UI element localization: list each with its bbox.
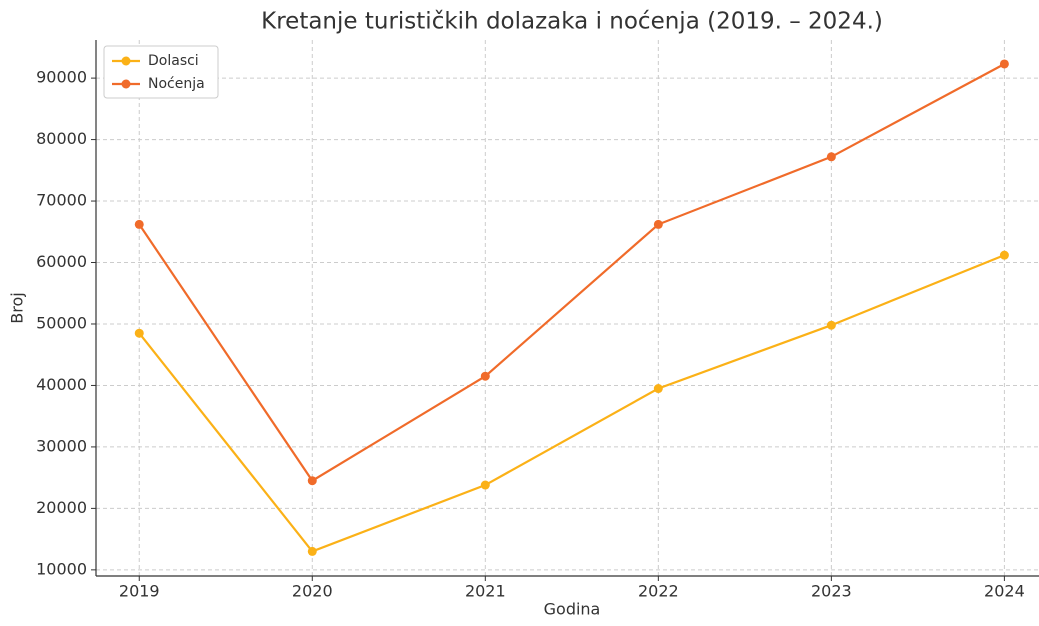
x-tick-label: 2022 (638, 582, 679, 601)
legend: Dolasci Noćenja (103, 45, 219, 99)
x-axis-label: Godina (544, 600, 601, 619)
data-point (480, 480, 490, 490)
data-point (653, 384, 663, 394)
x-tick-label: 2021 (465, 582, 506, 601)
chart-title: Kretanje turističkih dolazaka i noćenja … (261, 9, 883, 35)
y-axis-label: Broj (8, 292, 27, 323)
y-tick-label: 40000 (36, 375, 87, 394)
y-tick-label: 60000 (36, 252, 87, 271)
x-tick-label: 2023 (811, 582, 852, 601)
y-tick-label: 90000 (36, 68, 87, 87)
legend-marker (121, 56, 131, 66)
y-tick-label: 20000 (36, 498, 87, 517)
y-tick-label: 50000 (36, 313, 87, 332)
data-point (826, 320, 836, 330)
data-point (307, 476, 317, 486)
data-point (826, 152, 836, 162)
x-tick-label: 2024 (984, 582, 1025, 601)
legend-label: Dolasci (148, 53, 199, 69)
y-tick-label: 30000 (36, 436, 87, 455)
y-tick-label: 70000 (36, 191, 87, 210)
data-point (480, 371, 490, 381)
data-point (999, 59, 1009, 69)
y-tick-label: 80000 (36, 129, 87, 148)
series-line (138, 254, 1005, 553)
x-tick-label: 2020 (292, 582, 333, 601)
legend-label: Noćenja (148, 76, 205, 92)
data-point (134, 219, 144, 229)
data-point (653, 219, 663, 229)
data-point (999, 250, 1009, 260)
legend-marker (121, 79, 131, 89)
x-tick-label: 2019 (119, 582, 160, 601)
series-line (138, 63, 1005, 483)
data-point (134, 328, 144, 338)
y-tick-label: 10000 (36, 559, 87, 578)
data-point (307, 546, 317, 556)
